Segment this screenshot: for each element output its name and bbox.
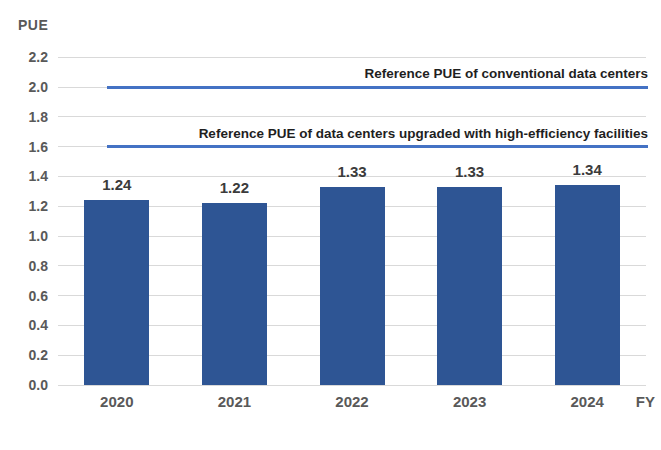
y-tick-label-1.2: 1.2: [0, 197, 48, 215]
bar-value-label-2021: 1.22: [194, 179, 274, 197]
bar-2021: [202, 203, 267, 385]
y-tick-label-0.4: 0.4: [0, 316, 48, 334]
x-tick-label-2024: 2024: [542, 393, 632, 411]
bar-value-label-2020: 1.24: [77, 176, 157, 194]
gridline-1.8: [58, 116, 646, 117]
reference-line-label-1.6: Reference PUE of data centers upgraded w…: [58, 125, 648, 142]
y-tick-label-2.2: 2.2: [0, 48, 48, 66]
y-tick-label-2.0: 2.0: [0, 78, 48, 96]
bar-value-label-2022: 1.33: [312, 163, 392, 181]
x-tick-label-2021: 2021: [189, 393, 279, 411]
y-tick-label-1.6: 1.6: [0, 138, 48, 156]
y-tick-label-0.0: 0.0: [0, 376, 48, 394]
bar-value-label-2024: 1.34: [547, 161, 627, 179]
y-tick-label-1.8: 1.8: [0, 108, 48, 126]
y-tick-label-0.6: 0.6: [0, 287, 48, 305]
reference-line-1.6: [107, 145, 648, 148]
pue-bar-chart: PUE FY 0.00.20.40.60.81.01.21.41.61.82.0…: [0, 0, 661, 450]
y-tick-label-1.0: 1.0: [0, 227, 48, 245]
bar-2023: [437, 187, 502, 385]
gridline-2.2: [58, 57, 646, 58]
x-tick-label-2020: 2020: [72, 393, 162, 411]
reference-line-label-2: Reference PUE of conventional data cente…: [58, 65, 648, 82]
bar-2024: [555, 185, 620, 385]
x-tick-label-2022: 2022: [307, 393, 397, 411]
reference-line-2: [107, 86, 648, 89]
x-tick-label-2023: 2023: [425, 393, 515, 411]
bar-2020: [84, 200, 149, 385]
bar-2022: [320, 187, 385, 385]
y-tick-label-1.4: 1.4: [0, 167, 48, 185]
y-tick-label-0.8: 0.8: [0, 257, 48, 275]
y-axis-title: PUE: [18, 17, 48, 33]
bar-value-label-2023: 1.33: [430, 163, 510, 181]
y-tick-label-0.2: 0.2: [0, 346, 48, 364]
